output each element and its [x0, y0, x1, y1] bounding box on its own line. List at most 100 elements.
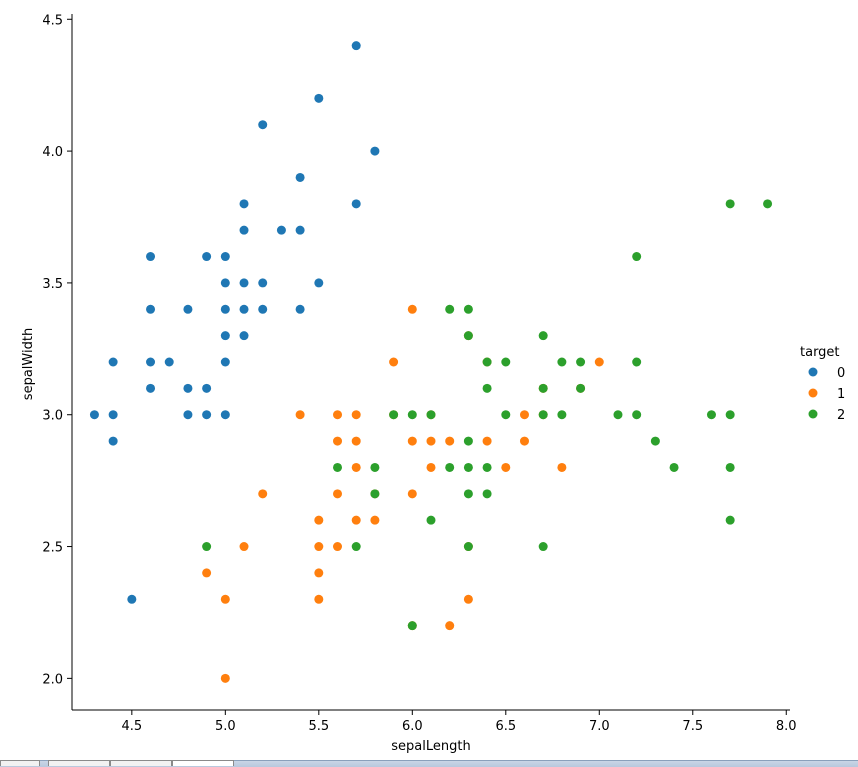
- data-point-series-1: [557, 462, 567, 472]
- x-tick-label: 7.5: [682, 719, 703, 734]
- data-point-series-2: [482, 357, 492, 367]
- data-point-series-1: [333, 410, 343, 420]
- data-point-series-0: [239, 225, 249, 235]
- data-point-series-2: [463, 304, 473, 314]
- x-axis-title: sepalLength: [391, 739, 470, 754]
- data-point-series-2: [557, 357, 567, 367]
- data-point-series-1: [220, 594, 230, 604]
- legend-title: target: [800, 345, 840, 360]
- x-tick-label: 5.0: [215, 719, 236, 734]
- y-tick-label: 4.5: [42, 13, 63, 28]
- bottom-tab[interactable]: [110, 760, 172, 766]
- data-point-series-2: [463, 436, 473, 446]
- data-point-series-1: [407, 436, 417, 446]
- data-point-series-2: [351, 542, 361, 552]
- data-point-series-0: [183, 383, 193, 393]
- data-point-series-1: [351, 410, 361, 420]
- data-point-series-1: [333, 542, 343, 552]
- data-point-series-2: [407, 621, 417, 631]
- data-point-series-0: [314, 93, 324, 103]
- data-point-series-0: [295, 225, 305, 235]
- data-point-series-2: [463, 489, 473, 499]
- y-axis-title: sepalWidth: [21, 328, 36, 400]
- data-point-series-1: [314, 568, 324, 578]
- data-point-series-0: [220, 304, 230, 314]
- data-point-series-2: [501, 357, 511, 367]
- data-point-series-1: [333, 489, 343, 499]
- data-point-series-2: [725, 199, 735, 209]
- legend-label: 1: [837, 387, 845, 402]
- data-points: [89, 41, 773, 683]
- data-point-series-2: [538, 383, 548, 393]
- data-point-series-1: [220, 673, 230, 683]
- data-point-series-0: [314, 278, 324, 288]
- data-point-series-2: [613, 410, 623, 420]
- data-point-series-2: [706, 410, 716, 420]
- data-point-series-0: [258, 278, 268, 288]
- data-point-series-0: [220, 331, 230, 341]
- x-tick-label: 7.0: [589, 719, 610, 734]
- x-tick-label: 4.5: [121, 719, 142, 734]
- bottom-tab[interactable]: [172, 760, 234, 766]
- data-point-series-2: [576, 383, 586, 393]
- data-point-series-2: [501, 410, 511, 420]
- data-point-series-2: [426, 410, 436, 420]
- data-point-series-1: [407, 489, 417, 499]
- data-point-series-0: [220, 252, 230, 262]
- y-tick-label: 3.0: [42, 409, 63, 424]
- data-point-series-1: [351, 462, 361, 472]
- data-point-series-0: [258, 120, 268, 130]
- data-point-series-2: [538, 542, 548, 552]
- data-point-series-2: [370, 489, 380, 499]
- y-tick-label: 3.5: [42, 277, 63, 292]
- y-tick-label: 2.0: [42, 672, 63, 687]
- data-point-series-0: [351, 41, 361, 51]
- bottom-tab[interactable]: [48, 760, 110, 766]
- data-point-series-1: [426, 436, 436, 446]
- data-point-series-0: [146, 304, 156, 314]
- data-point-series-2: [407, 410, 417, 420]
- data-point-series-2: [557, 410, 567, 420]
- data-point-series-0: [146, 383, 156, 393]
- data-point-series-1: [239, 542, 249, 552]
- data-point-series-0: [164, 357, 174, 367]
- data-point-series-0: [239, 304, 249, 314]
- data-point-series-1: [426, 462, 436, 472]
- data-point-series-0: [258, 304, 268, 314]
- data-point-series-0: [295, 172, 305, 182]
- data-point-series-1: [258, 489, 268, 499]
- data-point-series-0: [127, 594, 137, 604]
- data-point-series-0: [183, 410, 193, 420]
- data-point-series-2: [538, 410, 548, 420]
- data-point-series-2: [389, 410, 399, 420]
- data-point-series-2: [463, 462, 473, 472]
- data-point-series-1: [407, 304, 417, 314]
- data-point-series-1: [501, 462, 511, 472]
- data-point-series-0: [239, 331, 249, 341]
- data-point-series-1: [370, 515, 380, 525]
- plot-area: 4.5 5.0 5.5 6.0 6.5 7.0 7.5 8.0 2.0 2.5 3.0 3.5 4.0…: [42, 13, 796, 734]
- data-point-series-2: [763, 199, 773, 209]
- data-point-series-0: [183, 304, 193, 314]
- data-point-series-0: [108, 436, 118, 446]
- data-point-series-1: [519, 436, 529, 446]
- x-tick-label: 6.0: [402, 719, 423, 734]
- data-point-series-1: [519, 410, 529, 420]
- data-point-series-2: [463, 331, 473, 341]
- data-point-series-1: [463, 594, 473, 604]
- y-tick-label: 2.5: [42, 541, 63, 556]
- data-point-series-1: [295, 410, 305, 420]
- data-point-series-0: [220, 357, 230, 367]
- y-tick-label: 4.0: [42, 145, 63, 160]
- data-point-series-0: [108, 410, 118, 420]
- data-point-series-0: [239, 199, 249, 209]
- bottom-tab[interactable]: [0, 760, 40, 766]
- data-point-series-2: [333, 462, 343, 472]
- data-point-series-0: [295, 304, 305, 314]
- data-point-series-2: [632, 410, 642, 420]
- data-point-series-0: [276, 225, 286, 235]
- data-point-series-0: [108, 357, 118, 367]
- data-point-series-2: [725, 515, 735, 525]
- data-point-series-0: [202, 383, 212, 393]
